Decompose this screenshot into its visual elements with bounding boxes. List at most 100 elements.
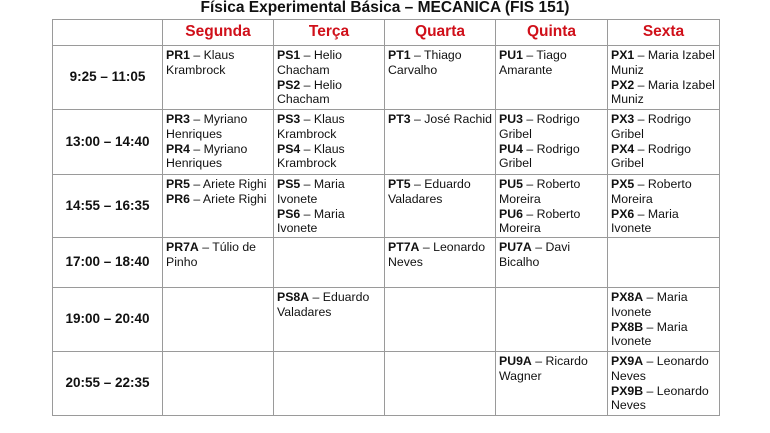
class-entry: PT1 – Thiago Carvalho bbox=[388, 48, 493, 78]
class-entry: PR7A – Túlio de Pinho bbox=[166, 240, 271, 270]
class-entry: PT3 – José Rachid bbox=[388, 112, 493, 127]
class-entry: PT5 – Eduardo Valadares bbox=[388, 177, 493, 207]
time-slot: 17:00 – 18:40 bbox=[52, 237, 163, 288]
class-entry: PS4 – Klaus Krambrock bbox=[277, 142, 382, 172]
instructor-name: – Helio Chacham bbox=[277, 48, 342, 77]
instructor-name: – Eduardo Valadares bbox=[277, 290, 370, 319]
class-code: PS4 bbox=[277, 141, 301, 156]
schedule-cell: PT1 – Thiago Carvalho bbox=[384, 45, 496, 110]
class-entry: PS3 – Klaus Krambrock bbox=[277, 112, 382, 142]
class-code: PU6 bbox=[499, 206, 523, 221]
class-code: PU5 bbox=[499, 177, 523, 191]
instructor-name: – Maria Izabel Muniz bbox=[611, 48, 715, 77]
class-entry: PU5 – Roberto Moreira bbox=[499, 177, 605, 207]
instructor-name: – Maria Izabel Muniz bbox=[611, 77, 715, 107]
class-code: PX3 bbox=[611, 112, 635, 126]
class-code: PS6 bbox=[277, 206, 301, 221]
class-entry: PX1 – Maria Izabel Muniz bbox=[611, 48, 717, 78]
schedule-cell bbox=[607, 237, 720, 288]
instructor-name: – Helio Chacham bbox=[277, 77, 342, 107]
page-title: Física Experimental Básica – MECANICA (F… bbox=[200, 0, 570, 16]
instructor-name: – Klaus Krambrock bbox=[277, 141, 345, 171]
class-code: PS2 bbox=[277, 77, 301, 92]
class-entry: PR3 – Myriano Henriques bbox=[166, 112, 271, 142]
instructor-name: – Eduardo Valadares bbox=[388, 177, 471, 206]
class-code: PR4 bbox=[166, 141, 190, 156]
time-slot: 9:25 – 11:05 bbox=[52, 45, 163, 110]
class-entry: PX3 – Rodrigo Gribel bbox=[611, 112, 717, 142]
instructor-name: – Maria Ivonete bbox=[611, 290, 688, 319]
class-code: PX9A bbox=[611, 354, 644, 368]
instructor-name: – Myriano Henriques bbox=[166, 141, 248, 171]
class-code: PS3 bbox=[277, 112, 301, 126]
class-code: PX5 bbox=[611, 177, 635, 191]
class-entry: PS6 – Maria Ivonete bbox=[277, 207, 382, 237]
schedule-cell: PT7A – Leonardo Neves bbox=[384, 237, 496, 288]
instructor-name: – Maria Ivonete bbox=[277, 177, 345, 206]
schedule-cell: PS8A – Eduardo Valadares bbox=[273, 287, 385, 352]
instructor-name: – Túlio de Pinho bbox=[166, 240, 257, 269]
class-code: PR1 bbox=[166, 48, 190, 62]
schedule-cell: PR7A – Túlio de Pinho bbox=[162, 237, 274, 288]
instructor-name: – Davi Bicalho bbox=[499, 240, 571, 269]
schedule-cell bbox=[273, 351, 385, 416]
schedule-cell: PX5 – Roberto Moreira PX6 – Maria Ivonete bbox=[607, 174, 720, 238]
time-slot: 19:00 – 20:40 bbox=[52, 287, 163, 352]
schedule-cell bbox=[384, 351, 496, 416]
schedule-cell: PT3 – José Rachid bbox=[384, 109, 496, 175]
schedule-table: Segunda Terça Quarta Quinta Sexta 9:25 –… bbox=[52, 19, 720, 416]
schedule-cell: PU7A – Davi Bicalho bbox=[495, 237, 608, 288]
class-code: PX1 bbox=[611, 48, 635, 62]
instructor-name: – Tiago Amarante bbox=[499, 48, 567, 77]
class-code: PU9A bbox=[499, 354, 532, 368]
instructor-name: – Ricardo Wagner bbox=[499, 354, 588, 383]
class-entry: PX8B – Maria Ivonete bbox=[611, 320, 717, 350]
class-code: PU4 bbox=[499, 141, 523, 156]
class-code: PX8B bbox=[611, 319, 644, 334]
instructor-name: – Roberto Moreira bbox=[611, 177, 692, 206]
class-code: PU1 bbox=[499, 48, 523, 62]
class-code: PS8A bbox=[277, 290, 310, 304]
schedule-cell: PS3 – Klaus Krambrock PS4 – Klaus Krambro… bbox=[273, 109, 385, 175]
class-entry: PX9B – Leonardo Neves bbox=[611, 384, 717, 414]
schedule-cell: PX9A – Leonardo Neves PX9B – Leonardo Nev… bbox=[607, 351, 720, 416]
instructor-name: – Rodrigo Gribel bbox=[499, 112, 580, 141]
class-entry: PS1 – Helio Chacham bbox=[277, 48, 382, 78]
class-entry: PX5 – Roberto Moreira bbox=[611, 177, 717, 207]
instructor-name: – Rodrigo Gribel bbox=[611, 112, 691, 141]
schedule-row: 13:00 – 14:40 PR3 – Myriano Henriques PR4 … bbox=[52, 109, 720, 175]
instructor-name: – Leonardo Neves bbox=[611, 354, 709, 383]
class-code: PX4 bbox=[611, 141, 635, 156]
instructor-name: – Maria Ivonete bbox=[611, 206, 679, 236]
class-entry: PS8A – Eduardo Valadares bbox=[277, 290, 382, 320]
class-entry: PX6 – Maria Ivonete bbox=[611, 207, 717, 237]
schedule-row: 17:00 – 18:40 PR7A – Túlio de Pinho PT7A –… bbox=[52, 237, 720, 288]
class-entry: PR4 – Myriano Henriques bbox=[166, 142, 271, 172]
instructor-name: – Leonardo Neves bbox=[611, 383, 709, 413]
class-entry: PU3 – Rodrigo Gribel bbox=[499, 112, 605, 142]
instructor-name: – Ariete Righi bbox=[189, 191, 267, 206]
schedule-cell bbox=[162, 287, 274, 352]
class-code: PR3 bbox=[166, 112, 190, 126]
instructor-name: – Rodrigo Gribel bbox=[499, 141, 580, 171]
schedule-cell: PX8A – Maria Ivonete PX8B – Maria Ivonete bbox=[607, 287, 720, 352]
class-code: PR5 bbox=[166, 177, 190, 191]
class-code: PX2 bbox=[611, 77, 635, 92]
schedule-row: 19:00 – 20:40 PS8A – Eduardo Valadares PX8… bbox=[52, 287, 720, 352]
class-code: PX8A bbox=[611, 290, 644, 304]
instructor-name: – Klaus Krambrock bbox=[277, 112, 345, 141]
schedule-cell: PU9A – Ricardo Wagner bbox=[495, 351, 608, 416]
class-entry: PX2 – Maria Izabel Muniz bbox=[611, 78, 717, 108]
class-code: PT7A bbox=[388, 240, 420, 254]
instructor-name: – Maria Ivonete bbox=[611, 319, 688, 349]
schedule-cell: PR5 – Ariete Righi PR6 – Ariete Righi bbox=[162, 174, 274, 238]
class-entry: PX4 – Rodrigo Gribel bbox=[611, 142, 717, 172]
schedule-cell: PU5 – Roberto Moreira PU6 – Roberto Morei… bbox=[495, 174, 608, 238]
class-code: PX9B bbox=[611, 383, 644, 398]
class-code: PT5 bbox=[388, 177, 411, 191]
schedule-cell: PU3 – Rodrigo Gribel PU4 – Rodrigo Gribel bbox=[495, 109, 608, 175]
class-entry: PS5 – Maria Ivonete bbox=[277, 177, 382, 207]
schedule-row: 20:55 – 22:35 PU9A – Ricardo Wagner PX9A –… bbox=[52, 351, 720, 416]
class-entry: PU7A – Davi Bicalho bbox=[499, 240, 605, 270]
day-header: Segunda bbox=[162, 19, 274, 46]
